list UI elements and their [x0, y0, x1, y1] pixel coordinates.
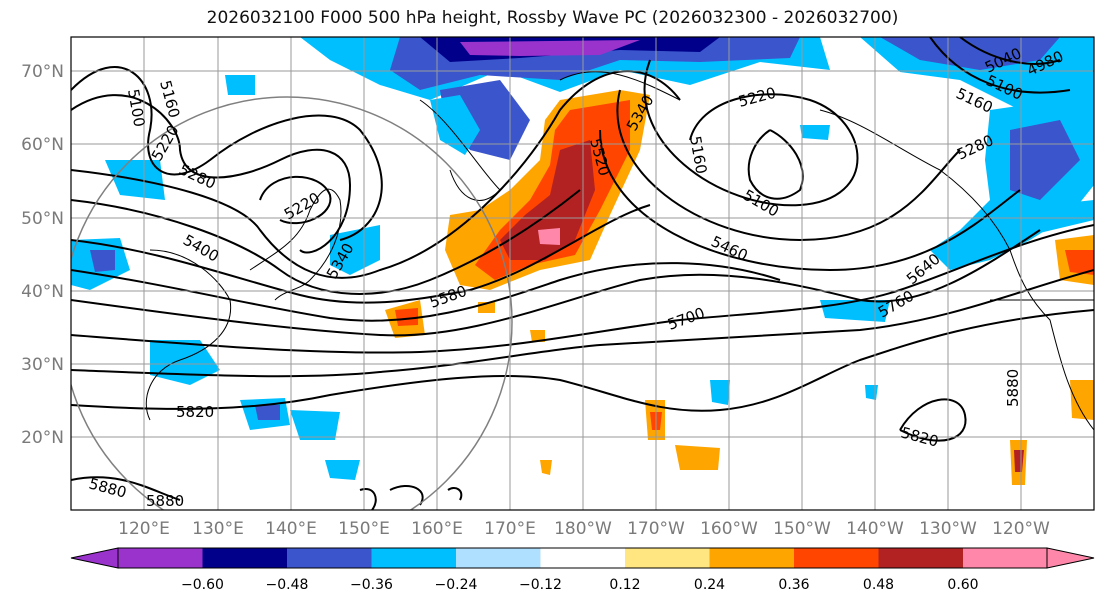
- colorbar-tick-label: −0.12: [519, 577, 562, 593]
- lon-label: 160°W: [700, 519, 758, 539]
- lat-label-40n: 40°N: [21, 282, 64, 302]
- colorbar-tick-label: 0.60: [947, 577, 978, 593]
- colorbar-frame: [117, 547, 1048, 569]
- colorbar-segment: [540, 548, 625, 568]
- lon-label: 120°E: [118, 519, 170, 539]
- colorbar-tick-label: −0.60: [181, 577, 224, 593]
- contour-label: 5880: [1004, 369, 1022, 407]
- lon-label: 180°W: [554, 519, 612, 539]
- colorbar-extend-high: [1046, 547, 1095, 569]
- map-title: 2026032100 F000 500 hPa height, Rossby W…: [206, 8, 899, 28]
- lat-label-70n: 70°N: [21, 62, 64, 82]
- grid-lines: [71, 37, 1094, 510]
- colorbar-tick-label: −0.36: [350, 577, 393, 593]
- colorbar-segment: [371, 548, 456, 568]
- lon-label: 140°W: [846, 519, 904, 539]
- negative-anomaly-shading: [71, 37, 1094, 480]
- lat-label-30n: 30°N: [21, 355, 64, 375]
- colorbar-segment: [794, 548, 879, 568]
- colorbar-tick-label: 0.24: [694, 577, 725, 593]
- colorbar-segment: [202, 548, 287, 568]
- lon-label: 170°E: [484, 519, 536, 539]
- map-frame: [70, 36, 1095, 511]
- colorbar-tick-label: −0.48: [266, 577, 309, 593]
- lon-label: 120°W: [992, 519, 1050, 539]
- contour-label: 5880: [146, 492, 184, 510]
- map-content: 5160 5100 5220 5280 5400 5220 5340 5580 …: [71, 37, 1094, 510]
- colorbar-segment: [625, 548, 710, 568]
- colorbar-segment: [118, 548, 203, 568]
- lon-label: 130°W: [919, 519, 977, 539]
- colorbar-segment: [963, 548, 1047, 568]
- lat-label-60n: 60°N: [21, 135, 64, 155]
- lon-label: 150°E: [338, 519, 390, 539]
- colorbar-ticks: −0.60 −0.48 −0.36 −0.24 −0.12 0.12 0.24 …: [181, 577, 979, 593]
- colorbar-segment: [456, 548, 541, 568]
- colorbar: −0.60 −0.48 −0.36 −0.24 −0.12 0.12 0.24 …: [70, 547, 1095, 593]
- lon-label: 150°W: [773, 519, 831, 539]
- colorbar-segment: [709, 548, 794, 568]
- colorbar-tick-label: 0.36: [778, 577, 809, 593]
- lat-label-20n: 20°N: [21, 428, 64, 448]
- lon-label: 170°W: [627, 519, 685, 539]
- contour-label: 5820: [176, 403, 214, 421]
- colorbar-segment: [878, 548, 963, 568]
- latitude-axis: 70°N 60°N 50°N 40°N 30°N 20°N: [21, 62, 64, 448]
- lon-label: 130°E: [192, 519, 244, 539]
- colorbar-tick-label: 0.48: [863, 577, 894, 593]
- colorbar-tick-label: 0.12: [609, 577, 640, 593]
- colorbar-extend-low: [70, 547, 119, 569]
- colorbar-tick-label: −0.24: [435, 577, 478, 593]
- colorbar-segment: [287, 548, 372, 568]
- lon-label: 140°E: [265, 519, 317, 539]
- longitude-axis: 120°E 130°E 140°E 150°E 160°E 170°E 180°…: [118, 519, 1050, 539]
- lat-label-50n: 50°N: [21, 209, 64, 229]
- focus-circle: [71, 96, 513, 510]
- lon-label: 160°E: [411, 519, 463, 539]
- coastlines: [145, 71, 1094, 431]
